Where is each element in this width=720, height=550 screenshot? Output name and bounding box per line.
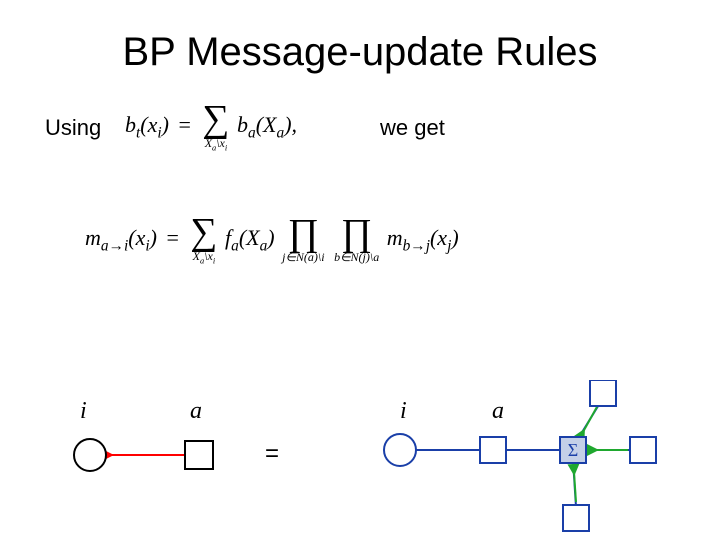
page-title: BP Message-update Rules	[0, 30, 720, 75]
arrow-in-bottom	[574, 472, 576, 502]
node-i-circle-r	[384, 434, 416, 466]
outer-sq-top	[590, 380, 616, 406]
sum-symbol: Σ	[568, 440, 578, 460]
diagram-left	[55, 400, 235, 490]
outer-sq-bottom	[563, 505, 589, 531]
arrow-in-top	[583, 405, 598, 432]
node-a-square-r	[480, 437, 506, 463]
outer-sq-right	[630, 437, 656, 463]
formula-2: ma→i(xi) = ∑ Xa\xi fa(Xa) ∏ j∈N(a)\i ∏ b…	[85, 215, 459, 266]
diagram-right: Σ	[370, 380, 690, 550]
label-using: Using	[45, 115, 101, 141]
node-i-circle	[74, 439, 106, 471]
formula-1: bt(xi) = ∑ Xa\xi ba(Xa),	[125, 102, 297, 153]
equals-sign: =	[265, 440, 279, 468]
label-weget: we get	[380, 115, 445, 141]
node-a-square	[185, 441, 213, 469]
